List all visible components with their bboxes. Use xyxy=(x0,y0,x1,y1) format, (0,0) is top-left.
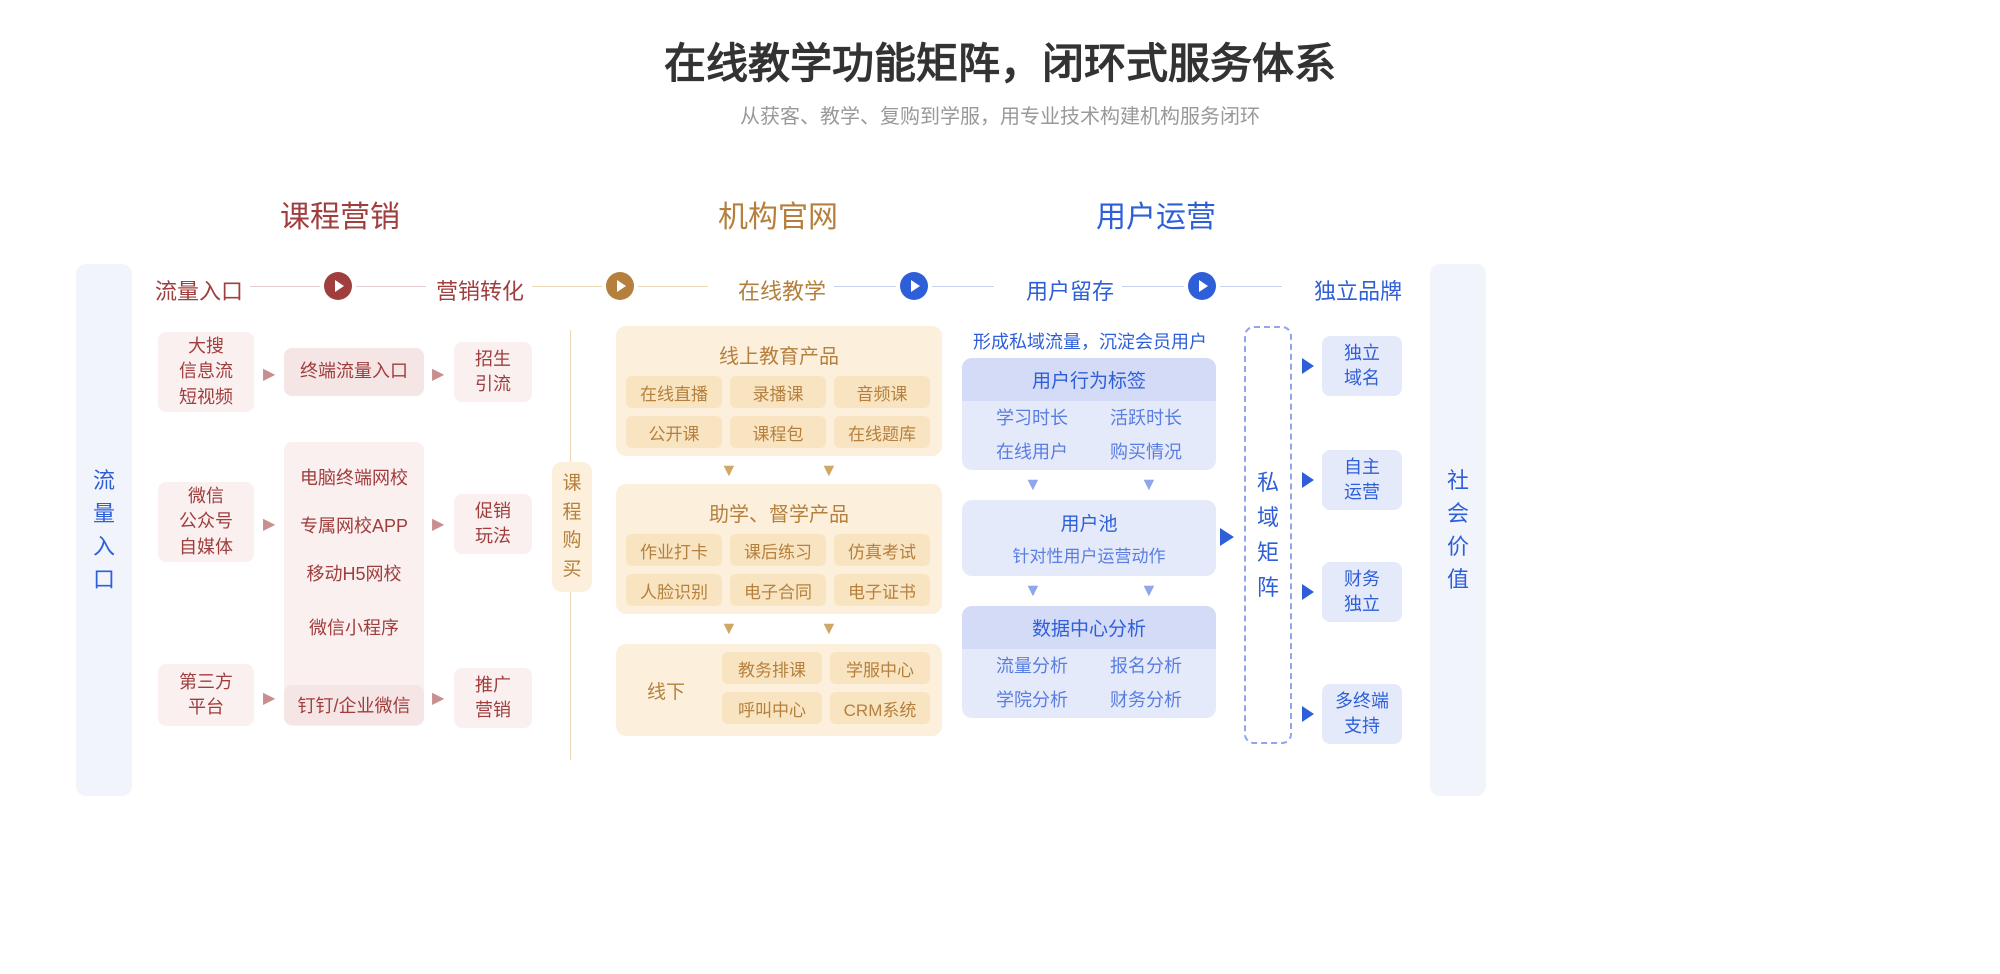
line xyxy=(932,286,994,287)
private-matrix: 私域矩阵 xyxy=(1244,326,1292,744)
arrow-down-icon: ▼ xyxy=(820,618,838,639)
arrow-right-icon: ▶ xyxy=(263,364,275,384)
behavior-item: 在线用户 xyxy=(982,438,1082,464)
section-website: 机构官网 xyxy=(718,192,838,236)
arrow-right-icon: ▶ xyxy=(432,364,444,384)
arrow-right-icon: ▶ xyxy=(263,688,275,708)
convert-box-2: 促销 玩法 xyxy=(454,494,532,554)
channel-item: 专属网校APP xyxy=(294,512,414,538)
subheader-brand: 独立品牌 xyxy=(1314,274,1402,306)
traffic-box-1: 大搜 信息流 短视频 xyxy=(158,332,254,412)
analysis-item: 报名分析 xyxy=(1096,652,1196,678)
analysis-item: 流量分析 xyxy=(982,652,1082,678)
page-subtitle: 从获客、教学、复购到学服，用专业技术构建机构服务闭环 xyxy=(0,100,2000,129)
chip: CRM系统 xyxy=(830,692,930,724)
brand-box: 多终端 支持 xyxy=(1322,684,1402,744)
arrow-down-icon: ▼ xyxy=(720,618,738,639)
chip: 电子证书 xyxy=(834,574,930,606)
arrow-down-icon: ▼ xyxy=(820,460,838,481)
arrow-down-icon: ▼ xyxy=(1024,474,1042,495)
play-icon xyxy=(606,272,634,300)
convert-box-3: 推广 营销 xyxy=(454,668,532,728)
chip: 教务排课 xyxy=(722,652,822,684)
left-bar-traffic-entry: 流量入口 xyxy=(76,264,132,796)
pool-panel: 用户池 针对性用户运营动作 xyxy=(962,500,1216,576)
subheader-convert: 营销转化 xyxy=(436,274,524,306)
channel-item: 微信小程序 xyxy=(294,614,414,640)
brand-box: 自主 运营 xyxy=(1322,450,1402,510)
play-icon xyxy=(900,272,928,300)
behavior-item: 学习时长 xyxy=(982,404,1082,430)
offline-title: 线下 xyxy=(616,677,716,704)
chip: 录播课 xyxy=(730,376,826,408)
page-title: 在线教学功能矩阵，闭环式服务体系 xyxy=(0,30,2000,91)
arrow-right-icon: ▶ xyxy=(263,514,275,534)
channel-item: 电脑终端网校 xyxy=(294,464,414,490)
arrow-down-icon: ▼ xyxy=(1024,580,1042,601)
chip: 课后练习 xyxy=(730,534,826,566)
pool-title: 用户池 xyxy=(1060,509,1117,536)
brand-box: 独立 域名 xyxy=(1322,336,1402,396)
traffic-box-3: 第三方 平台 xyxy=(158,664,254,726)
channel-single: 终端流量入口 xyxy=(284,348,424,396)
chip: 音频课 xyxy=(834,376,930,408)
line xyxy=(1220,286,1282,287)
arrow-right-icon xyxy=(1302,472,1316,488)
convert-box-1: 招生 引流 xyxy=(454,342,532,402)
arrow-down-icon: ▼ xyxy=(1140,580,1158,601)
chip: 作业打卡 xyxy=(626,534,722,566)
behavior-item: 活跃时长 xyxy=(1096,404,1196,430)
arrow-right-icon: ▶ xyxy=(432,688,444,708)
line xyxy=(834,286,896,287)
arrow-down-icon: ▼ xyxy=(720,460,738,481)
chip: 在线题库 xyxy=(834,416,930,448)
arrow-right-icon: ▶ xyxy=(432,514,444,534)
analysis-title: 数据中心分析 xyxy=(962,606,1216,649)
behavior-title: 用户行为标签 xyxy=(962,358,1216,401)
blue-caption: 形成私域流量，沉淀会员用户 xyxy=(958,328,1222,354)
arrow-right-icon xyxy=(1220,528,1236,546)
chip: 呼叫中心 xyxy=(722,692,822,724)
chip: 公开课 xyxy=(626,416,722,448)
channel-item: 移动H5网校 xyxy=(294,560,414,586)
line xyxy=(532,286,602,287)
chip: 人脸识别 xyxy=(626,574,722,606)
subheader-retain: 用户留存 xyxy=(1026,274,1114,306)
section-marketing: 课程营销 xyxy=(280,192,400,236)
line xyxy=(1122,286,1184,287)
right-bar-social-value: 社会价值 xyxy=(1430,264,1486,796)
chip: 学服中心 xyxy=(830,652,930,684)
line xyxy=(638,286,708,287)
brand-box: 财务 独立 xyxy=(1322,562,1402,622)
subheader-teach: 在线教学 xyxy=(738,274,826,306)
analysis-item: 学院分析 xyxy=(982,686,1082,712)
channel-item: 钉钉/企业微信 xyxy=(284,685,424,725)
chip: 电子合同 xyxy=(730,574,826,606)
pool-sub: 针对性用户运营动作 xyxy=(1013,542,1166,567)
line xyxy=(356,286,426,287)
behavior-item: 购买情况 xyxy=(1096,438,1196,464)
assist-panel-title: 助学、督学产品 xyxy=(616,484,942,539)
arrow-right-icon xyxy=(1302,584,1316,600)
arrow-right-icon xyxy=(1302,706,1316,722)
chip: 课程包 xyxy=(730,416,826,448)
line xyxy=(250,286,320,287)
section-operation: 用户运营 xyxy=(1096,192,1216,236)
arrow-down-icon: ▼ xyxy=(1140,474,1158,495)
chip: 仿真考试 xyxy=(834,534,930,566)
course-buy-bar: 课程购买 xyxy=(552,462,592,592)
online-panel-title: 线上教育产品 xyxy=(616,326,942,381)
traffic-box-2: 微信 公众号 自媒体 xyxy=(158,482,254,562)
chip: 在线直播 xyxy=(626,376,722,408)
analysis-item: 财务分析 xyxy=(1096,686,1196,712)
play-icon xyxy=(324,272,352,300)
subheader-traffic: 流量入口 xyxy=(155,274,243,306)
arrow-right-icon xyxy=(1302,358,1316,374)
play-icon xyxy=(1188,272,1216,300)
